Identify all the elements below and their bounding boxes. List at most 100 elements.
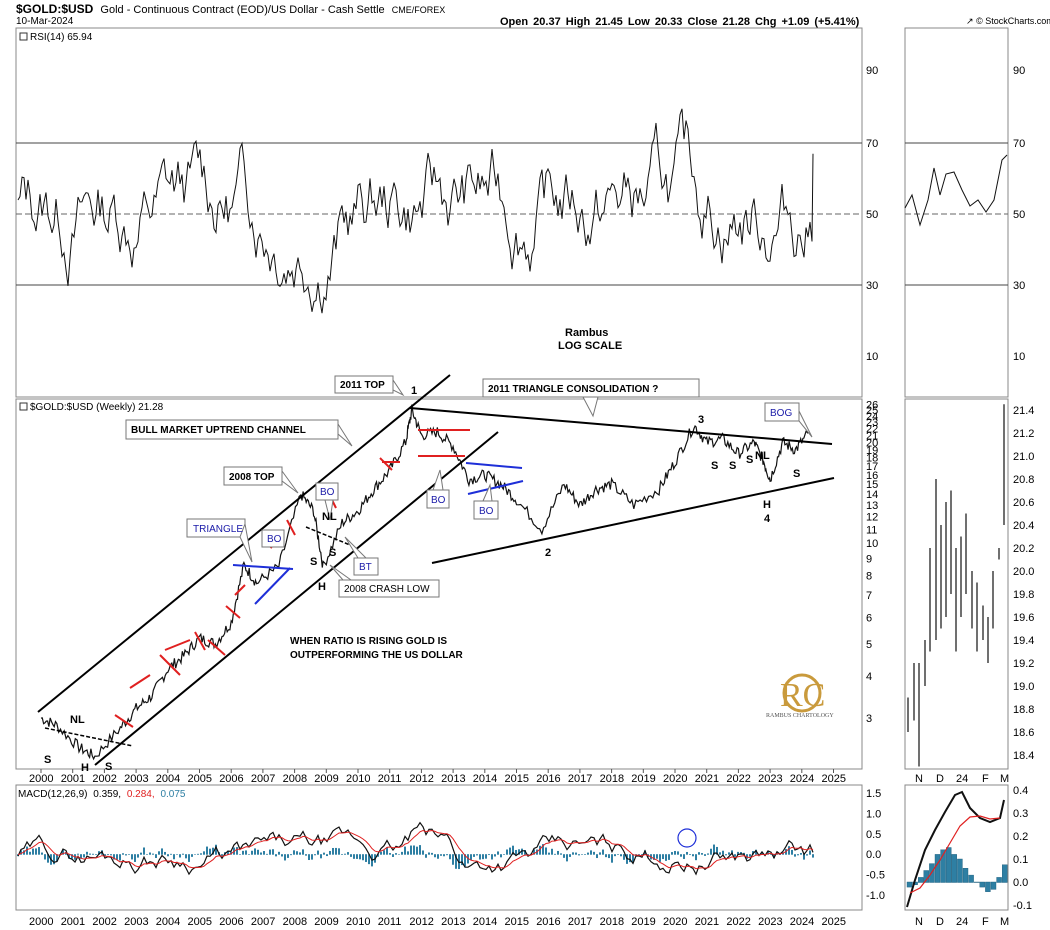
price-tick: 23 xyxy=(866,417,878,429)
callout-bo-2013b: BO xyxy=(473,483,499,520)
year-tick: 2000 xyxy=(29,773,53,785)
macd-hist-bar xyxy=(119,854,121,861)
year-tick: 2011 xyxy=(378,916,402,928)
macd-hist-bar xyxy=(239,854,241,855)
macd-hist-bar xyxy=(476,854,478,856)
macd-hist-bar xyxy=(656,854,658,859)
point-4-label: 4 xyxy=(764,513,771,525)
macd-hist-bar xyxy=(419,845,421,855)
macd-hist-bar xyxy=(773,854,775,859)
macd-hist-bar xyxy=(449,854,451,860)
point-2-label: 2 xyxy=(545,547,551,559)
macd-side-hist-bar xyxy=(957,858,963,883)
callout-bt: BT xyxy=(344,536,379,576)
macd-hist-bar xyxy=(137,854,139,858)
macd-hist-bar xyxy=(488,854,490,856)
macd-hist-bar xyxy=(479,854,481,860)
macd-hist-bar xyxy=(314,854,316,856)
macd-tick: -1.0 xyxy=(866,890,885,902)
macd-hist-bar xyxy=(365,854,367,862)
macd-hist-bar xyxy=(161,848,163,855)
price-tick: 17 xyxy=(866,461,878,473)
macd-hist-bar xyxy=(275,854,277,857)
macd-hist-bar xyxy=(503,854,505,855)
point-3-label: 3 xyxy=(698,414,704,426)
red-flag-segment xyxy=(234,584,246,596)
macd-hist-bar xyxy=(701,853,703,855)
triangle-lower-line xyxy=(431,477,835,564)
macd-highlight-circle xyxy=(677,828,697,848)
macd-hist-bar xyxy=(512,845,514,855)
macd-side-tick: 0.1 xyxy=(1013,854,1028,866)
svg-text:BOG: BOG xyxy=(770,408,792,419)
macd-hist-bar xyxy=(404,846,406,855)
svg-text:BO: BO xyxy=(320,487,335,498)
macd-hist-bar xyxy=(539,845,541,855)
stockcharts-credit: ↗ © StockCharts.com xyxy=(966,16,1050,26)
svg-text:2008 TOP: 2008 TOP xyxy=(229,472,275,483)
macd-hist-bar xyxy=(473,854,475,857)
macd-hist-bar xyxy=(554,853,556,855)
svg-text:TRIANGLE: TRIANGLE xyxy=(193,524,243,535)
macd-hist-bar xyxy=(179,854,181,858)
macd-hist-bar xyxy=(749,854,751,857)
price-tick: 12 xyxy=(866,512,878,524)
macd-hist-bar xyxy=(485,854,487,859)
macd-hist-bar xyxy=(251,850,253,855)
svg-text:2011 TRIANGLE CONSOLIDATION ?: 2011 TRIANGLE CONSOLIDATION ? xyxy=(488,384,658,395)
red-flag-segment xyxy=(129,674,151,689)
macd-hist-bar xyxy=(401,851,403,855)
year-tick: 2000 xyxy=(29,916,53,928)
macd-hist-bar xyxy=(788,846,790,855)
ratio-note-line2: OUTPERFORMING THE US DOLLAR xyxy=(290,650,464,661)
macd-hist-bar xyxy=(668,854,670,860)
macd-hist-bar xyxy=(80,854,82,859)
macd-hist-bar xyxy=(662,854,664,860)
year-tick: 2007 xyxy=(251,773,275,785)
blue-2013-bottom xyxy=(467,480,524,495)
callout-bog: BOG xyxy=(764,402,813,438)
red-flag-segment xyxy=(194,631,206,651)
price-legend-swatch xyxy=(19,402,28,411)
macd-hist-bar xyxy=(308,854,310,861)
macd-hist-bar xyxy=(425,854,427,858)
price-tick: 19 xyxy=(866,445,878,457)
rsi-side-tick: 70 xyxy=(1013,138,1025,150)
macd-hist-bar xyxy=(41,852,43,855)
macd-hist-bar xyxy=(617,854,619,855)
year-tick: 2014 xyxy=(473,916,497,928)
macd-hist-bar xyxy=(29,851,31,855)
macd-hist-bar xyxy=(341,853,343,855)
macd-hist-bar xyxy=(443,854,445,857)
macd-hist-bar xyxy=(257,849,259,855)
macd-side-tick: 0.0 xyxy=(1013,877,1028,889)
macd-hist-bar xyxy=(359,854,361,860)
s-2001-right: S xyxy=(105,761,112,773)
price-side-tick: 18.4 xyxy=(1013,750,1034,762)
year-tick: 2017 xyxy=(568,773,592,785)
triangle-upper-line xyxy=(409,407,833,445)
rsi-side-tick: 10 xyxy=(1013,351,1025,363)
neckline-2001 xyxy=(44,727,134,747)
price-side-bars xyxy=(907,404,1005,767)
macd-side-hist-bar xyxy=(990,881,997,890)
macd-side-month: F xyxy=(982,916,989,928)
macd-side-month: D xyxy=(936,916,944,928)
macd-side-hist-bar xyxy=(906,881,913,888)
macd-hist-bar xyxy=(632,854,634,864)
year-tick: 2021 xyxy=(695,773,719,785)
red-flag-segment xyxy=(379,457,393,471)
ratio-note-line1: WHEN RATIO IS RISING GOLD IS xyxy=(290,636,447,647)
macd-side-hist-bar xyxy=(940,849,946,883)
price-tick: 25 xyxy=(866,405,878,417)
year-tick: 2021 xyxy=(695,916,719,928)
macd-hist-bar xyxy=(812,854,814,858)
rsi-side-tick: 90 xyxy=(1013,65,1025,77)
year-tick: 2004 xyxy=(156,773,180,785)
macd-hist-bar xyxy=(128,854,130,855)
year-tick: 2009 xyxy=(314,916,338,928)
svg-text:BULL MARKET UPTREND CHANNEL: BULL MARKET UPTREND CHANNEL xyxy=(131,425,306,436)
nl-2008: NL xyxy=(322,511,337,523)
macd-hist-bar xyxy=(173,854,175,860)
